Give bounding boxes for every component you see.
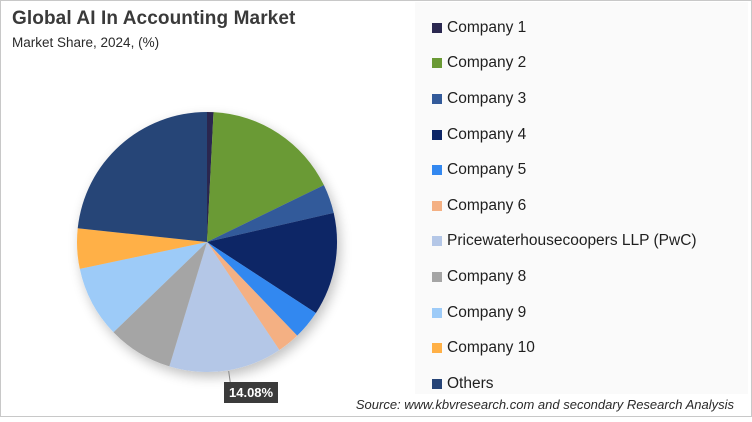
legend-swatch-icon <box>432 58 442 69</box>
pie-slice-company-4[interactable] <box>207 212 337 314</box>
legend: Company 1 Company 2 Company 3 Company 4 … <box>432 10 697 402</box>
pie-slice-company-1[interactable] <box>207 112 214 242</box>
legend-item-company-10[interactable]: Company 10 <box>432 330 697 366</box>
legend-swatch-icon <box>432 307 442 318</box>
pie-slice-others[interactable] <box>77 112 208 242</box>
legend-item-company-8[interactable]: Company 8 <box>432 259 697 295</box>
legend-label: Company 8 <box>447 267 527 285</box>
source-note: Source: www.kbvresearch.com and secondar… <box>355 397 734 412</box>
legend-item-company-4[interactable]: Company 4 <box>432 117 697 153</box>
legend-swatch-icon <box>432 165 442 176</box>
pie-slice-company-6[interactable] <box>207 242 298 350</box>
legend-swatch-icon <box>432 200 442 211</box>
chart-title: Global AI In Accounting Market <box>12 8 296 29</box>
pie-slice-pricewaterhousecoopers-llp-pwc[interactable] <box>169 242 280 372</box>
pwc-data-label: 14.08% <box>224 382 279 403</box>
legend-label: Pricewaterhousecoopers LLP (PwC) <box>447 232 697 250</box>
legend-swatch-icon <box>432 129 442 140</box>
pie-slice-company-9[interactable] <box>79 242 207 333</box>
pie-chart <box>77 112 337 372</box>
legend-swatch-icon <box>432 271 442 282</box>
chart-subtitle: Market Share, 2024, (%) <box>12 35 160 50</box>
legend-item-pwc[interactable]: Pricewaterhousecoopers LLP (PwC) <box>432 224 697 260</box>
pie-slice-company-3[interactable] <box>207 185 334 242</box>
legend-label: Company 4 <box>447 125 527 143</box>
legend-swatch-icon <box>432 343 442 354</box>
legend-swatch-icon <box>432 378 442 389</box>
legend-label: Company 5 <box>447 161 527 179</box>
legend-label: Company 6 <box>447 196 527 214</box>
legend-item-company-6[interactable]: Company 6 <box>432 188 697 224</box>
legend-swatch-icon <box>432 93 442 104</box>
legend-item-company-1[interactable]: Company 1 <box>432 10 697 46</box>
legend-label: Company 2 <box>447 54 527 72</box>
legend-label: Company 3 <box>447 89 527 107</box>
legend-panel <box>415 2 748 394</box>
pie-slices <box>77 112 337 372</box>
legend-item-company-3[interactable]: Company 3 <box>432 81 697 117</box>
legend-swatch-icon <box>432 236 442 247</box>
legend-item-company-2[interactable]: Company 2 <box>432 46 697 82</box>
legend-item-others[interactable]: Others <box>432 366 697 402</box>
legend-item-company-5[interactable]: Company 5 <box>432 152 697 188</box>
legend-swatch-icon <box>432 22 442 33</box>
legend-label: Company 1 <box>447 18 527 36</box>
pie-slice-company-2[interactable] <box>207 112 324 243</box>
legend-label: Company 10 <box>447 339 535 357</box>
legend-item-company-9[interactable]: Company 9 <box>432 295 697 331</box>
legend-label: Others <box>447 374 494 392</box>
pie-svg <box>77 112 337 372</box>
pie-slice-company-10[interactable] <box>77 228 208 269</box>
legend-label: Company 9 <box>447 303 527 321</box>
pie-slice-company-5[interactable] <box>207 242 316 336</box>
pie-slice-company-8[interactable] <box>113 242 207 367</box>
